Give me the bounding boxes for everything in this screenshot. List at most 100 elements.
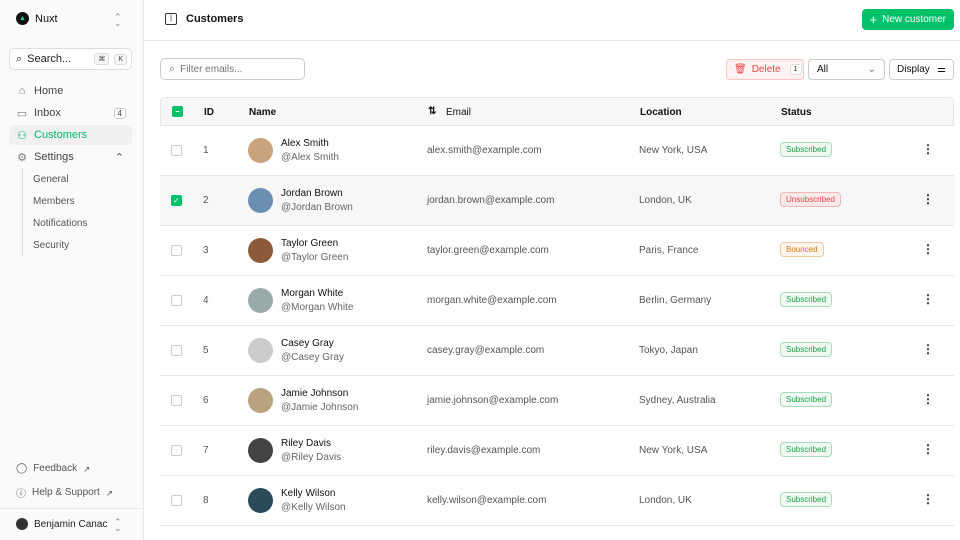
new-customer-button[interactable]: + New customer (861, 9, 954, 30)
cell-email: jamie.johnson@example.com (427, 395, 559, 406)
sidebar-item-home[interactable]: ⌂ Home (9, 81, 132, 101)
sliders-icon: ⚌ (937, 64, 946, 75)
chevron-updown-icon: ⌃ ⌄ (114, 517, 122, 533)
sidebar-item-settings[interactable]: ⚙ Settings ⌃ (9, 147, 132, 167)
avatar (248, 388, 273, 413)
avatar (248, 188, 273, 213)
cell-name: Taylor Green (281, 238, 339, 249)
table-row[interactable]: 4 Morgan White @Morgan White morgan.whit… (160, 276, 954, 326)
more-vertical-icon[interactable]: ⋮ (922, 292, 934, 306)
sort-icon[interactable]: ⇅ (428, 106, 437, 117)
sidebar-item-members[interactable]: Members (33, 196, 75, 207)
table-row[interactable]: ✓ 2 Jordan Brown @Jordan Brown jordan.br… (160, 176, 954, 226)
avatar (248, 438, 273, 463)
avatar (248, 288, 273, 313)
label: Delete (751, 64, 781, 75)
external-link-icon: ↗ (105, 487, 113, 498)
table-row[interactable]: 5 Casey Gray @Casey Gray casey.gray@exam… (160, 326, 954, 376)
more-vertical-icon[interactable]: ⋮ (922, 442, 934, 456)
status-badge: Subscribed (780, 392, 833, 407)
row-checkbox[interactable] (171, 395, 182, 406)
cell-id: 8 (203, 495, 209, 506)
table-row[interactable]: 7 Riley Davis @Riley Davis riley.davis@e… (160, 426, 954, 476)
cell-location: Sydney, Australia (639, 395, 716, 406)
label: New customer (882, 14, 946, 25)
status-badge: Bounced (780, 242, 824, 257)
team-switcher[interactable]: ▲ Nuxt (16, 12, 58, 25)
sidebar-item-security[interactable]: Security (33, 240, 70, 251)
feedback-link[interactable]: ◯ Feedback ↗ (16, 463, 90, 474)
cell-name: Jordan Brown (281, 188, 343, 199)
chevron-down-icon: ⌄ (867, 64, 876, 75)
page-header: | Customers + New customer (144, 0, 960, 41)
more-vertical-icon[interactable]: ⋮ (922, 492, 934, 506)
status-badge: Subscribed (780, 442, 833, 457)
select-all-checkbox[interactable]: – (172, 106, 183, 117)
label: Inbox (34, 107, 61, 119)
help-link[interactable]: ⓘ Help & Support ↗ (16, 485, 113, 500)
search-icon: ⌕ (16, 52, 23, 65)
filter-emails-input[interactable] (180, 63, 291, 75)
kbd-cmd: ⌘ (94, 53, 110, 65)
gear-icon: ⚙ (17, 151, 27, 164)
row-checkbox[interactable] (171, 295, 182, 306)
row-checkbox[interactable] (171, 495, 182, 506)
status-badge: Subscribed (780, 292, 833, 307)
inbox-badge: 4 (113, 107, 126, 119)
user-avatar (16, 518, 28, 530)
cell-id: 7 (203, 445, 209, 456)
cell-handle: @Kelly Wilson (281, 502, 346, 513)
cell-location: Paris, France (639, 245, 699, 256)
sidebar-item-inbox[interactable]: ▭ Inbox 4 (9, 103, 132, 123)
table-row[interactable]: 3 Taylor Green @Taylor Green taylor.gree… (160, 226, 954, 276)
more-vertical-icon[interactable]: ⋮ (922, 342, 934, 356)
cell-email: taylor.green@example.com (427, 245, 549, 256)
app-name: Nuxt (35, 12, 58, 25)
more-vertical-icon[interactable]: ⋮ (922, 192, 934, 206)
plus-icon: + (869, 12, 878, 27)
cell-handle: @Alex Smith (281, 152, 339, 163)
status-badge: Subscribed (780, 492, 833, 507)
cell-location: New York, USA (639, 445, 708, 456)
cell-location: Berlin, Germany (639, 295, 712, 306)
table-header: – ID Name ⇅ Email Location Status (160, 97, 954, 126)
sidebar-collapse-icon[interactable]: | (165, 13, 177, 25)
col-name: Name (249, 107, 277, 118)
cell-id: 6 (203, 395, 209, 406)
label: Home (34, 85, 64, 97)
row-checkbox[interactable] (171, 345, 182, 356)
search-button[interactable]: ⌕ Search... ⌘ K (9, 48, 132, 70)
avatar (248, 138, 273, 163)
sidebar-item-general[interactable]: General (33, 174, 69, 185)
sidebar-item-customers[interactable]: ⚇ Customers (9, 125, 132, 145)
row-checkbox[interactable] (171, 245, 182, 256)
more-vertical-icon[interactable]: ⋮ (922, 392, 934, 406)
filter-emails-field[interactable]: ⌕ (160, 58, 305, 80)
kbd-k: K (114, 53, 127, 65)
delete-button[interactable]: 🗑 Delete 1 (726, 59, 804, 80)
cell-name: Alex Smith (281, 138, 329, 149)
more-vertical-icon[interactable]: ⋮ (922, 242, 934, 256)
row-checkbox[interactable] (171, 445, 182, 456)
user-menu[interactable]: Benjamin Canac ⌃ ⌄ (0, 508, 143, 540)
row-checkbox[interactable]: ✓ (171, 195, 182, 206)
cell-handle: @Morgan White (281, 302, 354, 313)
table-row[interactable]: 6 Jamie Johnson @Jamie Johnson jamie.joh… (160, 376, 954, 426)
col-email[interactable]: Email (446, 107, 472, 118)
status-badge: Subscribed (780, 142, 833, 157)
status-badge: Subscribed (780, 342, 833, 357)
cell-handle: @Jamie Johnson (281, 402, 359, 413)
more-vertical-icon[interactable]: ⋮ (922, 142, 934, 156)
cell-handle: @Riley Davis (281, 452, 342, 463)
cell-email: alex.smith@example.com (427, 145, 542, 156)
cell-location: Tokyo, Japan (639, 345, 698, 356)
display-button[interactable]: Display ⚌ (889, 59, 954, 80)
table-row[interactable]: 1 Alex Smith @Alex Smith alex.smith@exam… (160, 126, 954, 176)
table-row[interactable]: 8 Kelly Wilson @Kelly Wilson kelly.wilso… (160, 476, 954, 526)
status-select[interactable]: All ⌄ (808, 59, 885, 80)
cell-location: London, UK (639, 195, 692, 206)
row-checkbox[interactable] (171, 145, 182, 156)
chevron-updown-icon[interactable]: ⌃ ⌄ (114, 12, 122, 28)
avatar (248, 338, 273, 363)
sidebar-item-notifications[interactable]: Notifications (33, 218, 88, 229)
